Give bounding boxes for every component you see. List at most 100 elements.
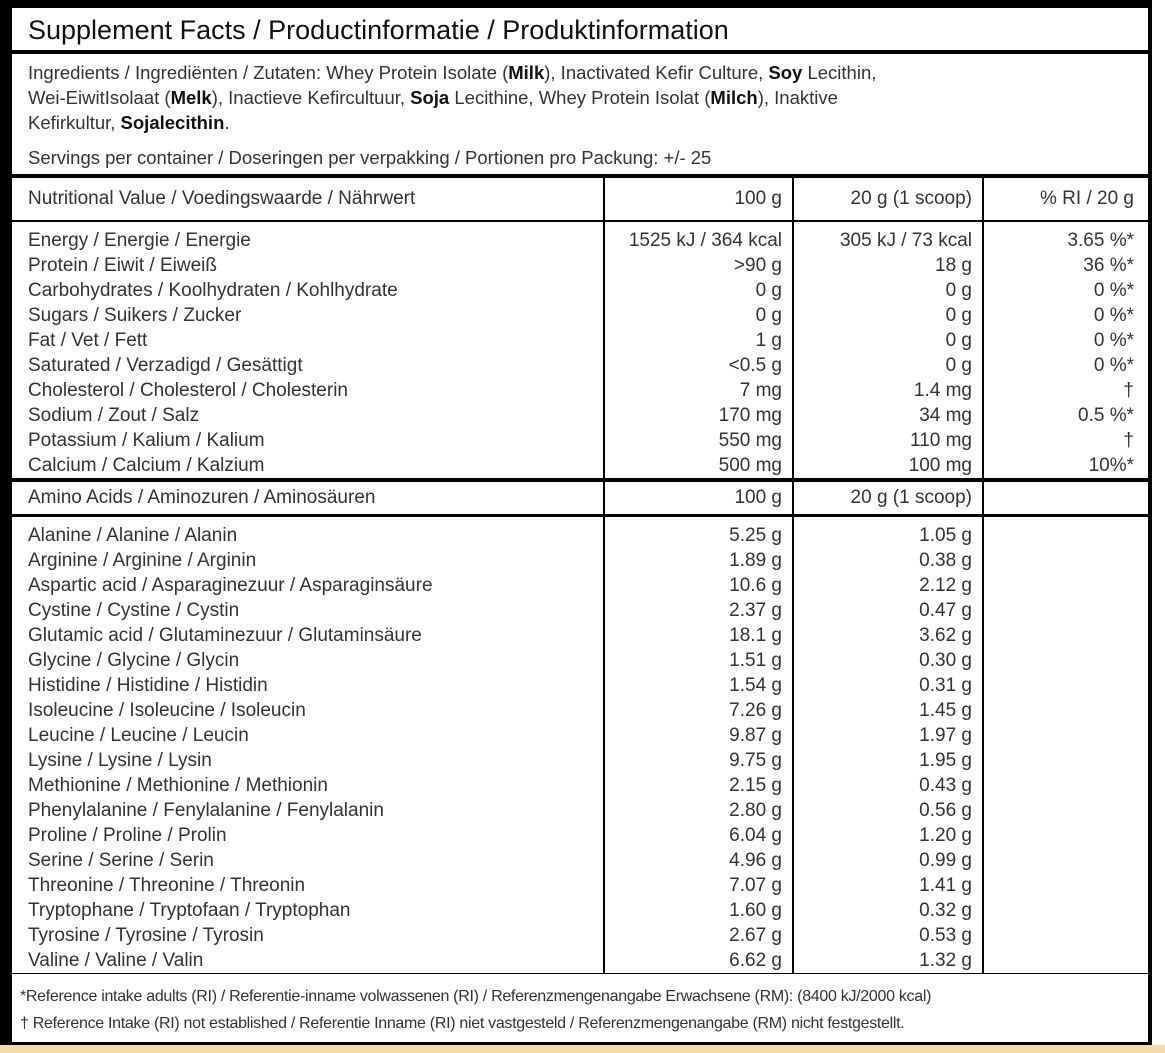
amino-value-20g: 1.20 g	[919, 825, 972, 846]
amino-name: Tryptophane / Tryptofaan / Tryptophan	[28, 900, 351, 921]
nutrient-value-100g: 0 g	[755, 305, 782, 326]
nutrient-name: Calcium / Calcium / Kalzium	[28, 455, 265, 476]
amino-value-100g: 10.6 g	[729, 575, 782, 596]
nutrient-value-20g: 18 g	[935, 255, 972, 276]
nutrient-ri: †	[1123, 380, 1134, 401]
amino-value-100g: 18.1 g	[729, 625, 782, 646]
nutrient-value-20g: 305 kJ / 73 kcal	[839, 230, 972, 251]
footnote-dagger: † Reference Intake (RI) not established …	[20, 1015, 905, 1032]
nutrient-ri: 0 %*	[1093, 280, 1134, 301]
amino-value-100g: 1.51 g	[729, 650, 782, 671]
header-ri: % RI / 20 g	[984, 178, 1148, 220]
header-100g: 100 g	[605, 178, 792, 220]
nutrient-ri: 0.5 %*	[1078, 405, 1134, 426]
amino-value-20g: 0.38 g	[919, 550, 972, 571]
amino-value-20g: 0.31 g	[919, 675, 972, 696]
amino-value-20g: 1.05 g	[919, 525, 972, 546]
amino-name: Aspartic acid / Asparaginezuur / Asparag…	[28, 575, 433, 596]
nutrient-ri: 0 %*	[1093, 305, 1134, 326]
amino-value-20g: 1.45 g	[919, 700, 972, 721]
nutrient-value-20g: 1.4 mg	[913, 380, 972, 401]
nutrient-ri: 36 %*	[1083, 255, 1134, 276]
header-20g: 20 g (1 scoop)	[794, 178, 982, 220]
nutrient-value-100g: 7 mg	[739, 380, 782, 401]
amino-value-20g: 2.12 g	[919, 575, 972, 596]
background-strip	[0, 1045, 1165, 1053]
nutrient-value-20g: 0 g	[945, 280, 972, 301]
amino-name: Tyrosine / Tyrosine / Tyrosin	[28, 925, 264, 946]
allergen-text: Milk	[508, 62, 545, 83]
nutrient-value-100g: 500 mg	[718, 455, 782, 476]
amino-value-20g: 1.32 g	[919, 950, 972, 971]
amino-value-100g: 2.67 g	[729, 925, 782, 946]
nutrient-value-20g: 0 g	[945, 330, 972, 351]
amino-value-100g: 2.80 g	[729, 800, 782, 821]
amino-header-100g: 100 g	[605, 482, 792, 514]
amino-value-100g: 6.62 g	[729, 950, 782, 971]
nutrient-ri: 3.65 %*	[1067, 230, 1134, 251]
nutrient-ri: 0 %*	[1093, 330, 1134, 351]
ingredient-text: ), Inactivated Kefir Culture,	[544, 62, 769, 83]
servings-text: Servings per container / Doseringen per …	[28, 147, 712, 168]
nutrient-value-100g: 1525 kJ / 364 kcal	[628, 230, 782, 251]
amino-100g: 5.25 g 1.89 g 10.6 g 2.37 g 18.1 g 1.51 g 1.54…	[605, 517, 792, 973]
amino-header-row: Amino Acids / Aminozuren / Aminosäuren 1…	[12, 482, 1148, 514]
amino-name: Methionine / Methionine / Methionin	[28, 775, 328, 796]
amino-name: Alanine / Alanine / Alanin	[28, 525, 238, 546]
amino-name: Leucine / Leucine / Leucin	[28, 725, 249, 746]
nutrient-value-100g: 170 mg	[718, 405, 782, 426]
ingredient-text: Lecithin,	[802, 62, 877, 83]
amino-value-20g: 0.43 g	[919, 775, 972, 796]
nutrition-table: Energy / Energie / Energie Protein / Eiwi…	[12, 222, 1148, 478]
amino-name: Isoleucine / Isoleucine / Isoleucin	[28, 700, 306, 721]
amino-value-100g: 9.87 g	[729, 725, 782, 746]
allergen-text: Sojalecithin	[120, 112, 225, 133]
footnote-ri: *Reference intake adults (RI) / Referent…	[20, 988, 932, 1005]
nutrient-names: Energy / Energie / Energie Protein / Eiwi…	[12, 222, 603, 478]
amino-value-100g: 6.04 g	[729, 825, 782, 846]
allergen-text: Soy	[768, 62, 803, 83]
amino-value-100g: 2.15 g	[729, 775, 782, 796]
amino-value-100g: 9.75 g	[729, 750, 782, 771]
amino-name: Lysine / Lysine / Lysin	[28, 750, 212, 771]
nutrient-ri: 10%*	[1088, 455, 1134, 476]
nutrient-name: Cholesterol / Cholesterol / Cholesterin	[28, 380, 348, 401]
nutrient-name: Carbohydrates / Koolhydraten / Kohlhydra…	[28, 280, 398, 301]
ingredients-section: Ingredients / Ingrediënten / Zutaten: Wh…	[12, 54, 1148, 174]
amino-name: Glycine / Glycine / Glycin	[28, 650, 240, 671]
nutrient-value-100g: 550 mg	[718, 430, 782, 451]
amino-value-100g: 1.54 g	[729, 675, 782, 696]
allergen-text: Melk	[170, 87, 212, 108]
amino-name: Serine / Serine / Serin	[28, 850, 214, 871]
ingredient-text: Kefirkultur,	[28, 112, 121, 133]
amino-value-100g: 4.96 g	[729, 850, 782, 871]
ingredient-text: ), Inactieve Kefircultuur,	[211, 87, 411, 108]
amino-header-empty	[984, 482, 1148, 514]
amino-name: Arginine / Arginine / Arginin	[28, 550, 257, 571]
nutrient-name: Energy / Energie / Energie	[28, 230, 251, 251]
amino-header-label: Amino Acids / Aminozuren / Aminosäuren	[12, 482, 603, 514]
amino-name: Valine / Valine / Valin	[28, 950, 204, 971]
allergen-text: Soja	[410, 87, 450, 108]
ingredient-text: Wei-EiwitIsolaat (	[28, 87, 171, 108]
amino-value-20g: 0.99 g	[919, 850, 972, 871]
nutrition-header-row: Nutritional Value / Voedingswaarde / Näh…	[12, 178, 1148, 220]
nutrient-ri: †	[1123, 430, 1134, 451]
amino-value-100g: 2.37 g	[729, 600, 782, 621]
allergen-text: Milch	[710, 87, 758, 108]
amino-value-20g: 0.32 g	[919, 900, 972, 921]
ingredient-text: .	[224, 112, 230, 133]
nutrient-value-100g: 0 g	[755, 280, 782, 301]
nutrient-ri: 3.65 %* 36 %* 0 %* 0 %* 0 %* 0 %* † 0.5 %* † 10%*	[984, 222, 1148, 478]
amino-table: Alanine / Alanine / Alanin Arginine / Arg…	[12, 517, 1148, 973]
nutrient-name: Saturated / Verzadigd / Gesättigt	[28, 355, 303, 376]
nutrient-name: Potassium / Kalium / Kalium	[28, 430, 265, 451]
amino-value-20g: 1.95 g	[919, 750, 972, 771]
nutrient-ri: 0 %*	[1093, 355, 1134, 376]
amino-value-20g: 0.47 g	[919, 600, 972, 621]
nutrient-name: Sodium / Zout / Salz	[28, 405, 200, 426]
nutrient-value-20g: 110 mg	[910, 430, 972, 451]
amino-value-20g: 1.97 g	[919, 725, 972, 746]
nutrient-value-100g: >90 g	[733, 255, 782, 276]
nutrient-value-20g: 0 g	[945, 305, 972, 326]
